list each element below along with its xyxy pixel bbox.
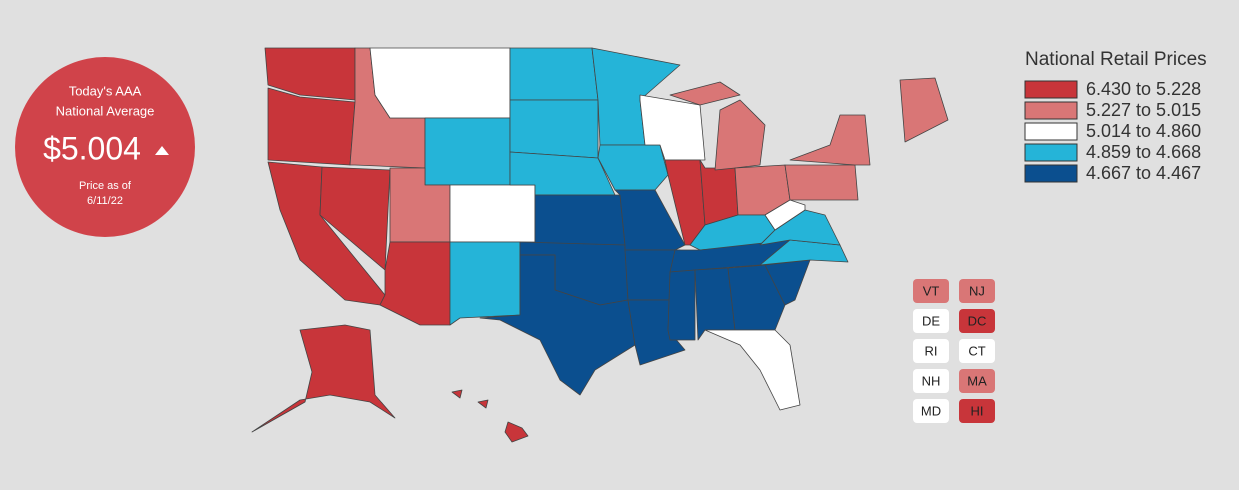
badge-circle — [15, 57, 195, 237]
small-state-box[interactable] — [913, 369, 949, 393]
small-state-box[interactable] — [913, 399, 949, 423]
small-state-label: CT — [968, 343, 985, 358]
state[interactable] — [264, 47, 356, 101]
state[interactable] — [509, 47, 599, 101]
state[interactable] — [267, 87, 356, 166]
state[interactable] — [251, 324, 396, 433]
state[interactable] — [504, 421, 529, 443]
badge-price: $5.004 — [43, 130, 141, 166]
legend-swatch — [1024, 80, 1078, 99]
state[interactable] — [704, 329, 801, 411]
state[interactable] — [669, 81, 741, 106]
small-state-box[interactable] — [959, 369, 995, 393]
small-state-box[interactable] — [959, 399, 995, 423]
state[interactable] — [727, 264, 786, 331]
state[interactable] — [667, 269, 696, 341]
state[interactable] — [479, 254, 636, 396]
state[interactable] — [789, 114, 871, 166]
small-state-box[interactable] — [959, 309, 995, 333]
state[interactable] — [534, 194, 626, 246]
small-state-label: DC — [968, 313, 987, 328]
legend-title: National Retail Prices — [1025, 49, 1207, 70]
legend-label: 4.667 to 4.467 — [1086, 163, 1201, 183]
small-state-label: NJ — [969, 283, 985, 298]
us-map — [251, 47, 949, 443]
legend-label: 5.014 to 4.860 — [1086, 121, 1201, 141]
state[interactable] — [759, 239, 849, 266]
small-state-label: MA — [967, 373, 987, 388]
state[interactable] — [477, 399, 489, 409]
state[interactable] — [379, 241, 451, 326]
legend-label: 6.430 to 5.228 — [1086, 79, 1201, 99]
state[interactable] — [451, 389, 463, 399]
small-state-label: DE — [922, 313, 940, 328]
state[interactable] — [449, 184, 536, 243]
up-arrow — [155, 146, 169, 155]
small-state-label: MD — [921, 403, 941, 418]
badge-line: National Average — [56, 103, 155, 118]
small-state-box[interactable] — [913, 279, 949, 303]
badge-date: Price as of — [79, 180, 132, 192]
small-state-label: RI — [925, 343, 938, 358]
badge-line: Today's AAA — [69, 83, 142, 98]
state[interactable] — [509, 99, 599, 159]
state[interactable] — [449, 241, 521, 326]
small-state-box[interactable] — [913, 309, 949, 333]
state[interactable] — [764, 199, 806, 231]
state[interactable] — [714, 99, 766, 171]
legend-swatch — [1024, 122, 1078, 141]
badge-date: 6/11/22 — [87, 195, 123, 207]
legend-swatch — [1024, 164, 1078, 183]
state[interactable] — [424, 117, 511, 186]
state[interactable] — [784, 164, 859, 201]
legend-swatch — [1024, 101, 1078, 120]
small-state-label: VT — [923, 283, 940, 298]
small-state-box[interactable] — [959, 279, 995, 303]
small-state-box[interactable] — [959, 339, 995, 363]
legend-swatch — [1024, 143, 1078, 162]
small-state-box[interactable] — [913, 339, 949, 363]
small-state-label: NH — [922, 373, 941, 388]
state[interactable] — [369, 47, 511, 119]
legend-label: 4.859 to 4.668 — [1086, 142, 1201, 162]
state[interactable] — [639, 94, 706, 161]
small-state-label: HI — [971, 403, 984, 418]
legend-label: 5.227 to 5.015 — [1086, 100, 1201, 120]
state[interactable] — [899, 77, 949, 143]
